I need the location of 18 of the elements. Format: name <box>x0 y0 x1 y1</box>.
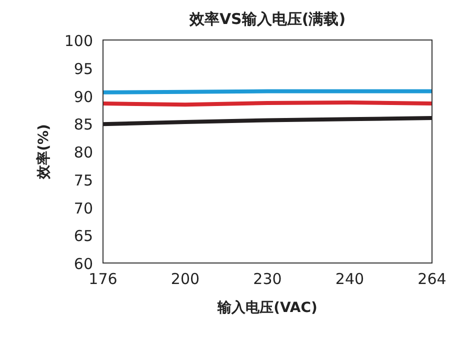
x-tick-label: 240 <box>335 270 364 288</box>
y-tick-label: 60 <box>74 255 93 273</box>
x-tick-label: 176 <box>88 270 118 288</box>
y-tick-label: 85 <box>74 116 93 134</box>
x-tick-label: 230 <box>253 270 282 288</box>
y-tick-label: 75 <box>74 171 93 190</box>
y-tick-label: 90 <box>74 88 93 106</box>
x-tick-label: 264 <box>418 270 446 288</box>
y-axis-title: 效率(%) <box>35 124 52 180</box>
y-tick-label: 100 <box>64 32 93 50</box>
y-tick-label: 95 <box>74 60 93 78</box>
y-tick-label: 80 <box>74 144 93 162</box>
x-tick-label: 200 <box>170 270 200 288</box>
chart-title: 效率VS输入电压(满载) <box>188 10 346 28</box>
x-axis-title: 输入电压(VAC) <box>216 300 318 316</box>
line-series <box>101 116 434 126</box>
y-tick-label: 70 <box>74 199 93 218</box>
y-tick-label: 65 <box>74 227 93 246</box>
